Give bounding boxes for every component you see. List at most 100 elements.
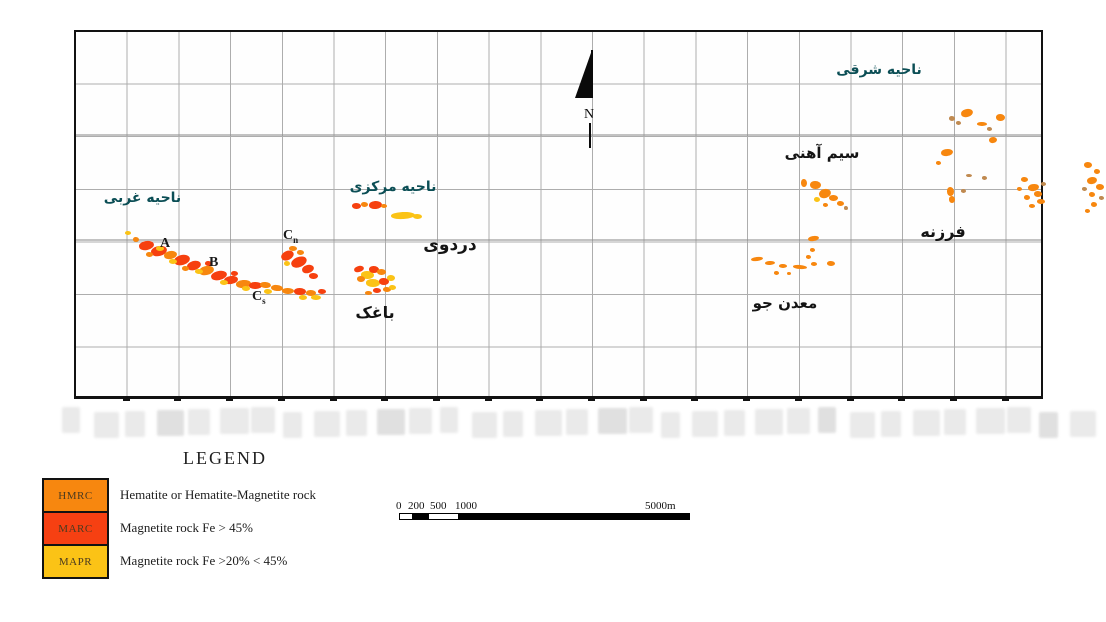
scale-tick-1000: 1000 <box>455 500 477 512</box>
deposit-blob <box>1021 177 1028 182</box>
map-frame <box>74 30 1043 399</box>
deposit-blob <box>169 259 177 264</box>
blurred-text-band <box>314 411 340 437</box>
blurred-text-band <box>408 408 432 434</box>
deposit-blob <box>1037 199 1045 204</box>
deposit-blob <box>365 291 372 295</box>
deposit-blob <box>827 261 835 266</box>
deposit-blob <box>318 289 326 294</box>
deposit-blob <box>829 195 838 201</box>
deposit-blob <box>379 278 389 285</box>
deposit-blob <box>1017 187 1022 191</box>
deposit-blob <box>823 203 828 207</box>
legend-desc-hmrc: Hematite or Hematite-Magnetite rock <box>120 486 317 502</box>
legend-swatches: HMRC MARC MAPR <box>42 478 109 579</box>
blurred-text-band <box>1038 412 1058 438</box>
deposit-blob <box>1099 196 1104 200</box>
deposit-blob <box>1041 182 1046 186</box>
map-border-tick <box>122 398 130 401</box>
blurred-text-band <box>723 410 745 436</box>
blurred-text-band <box>849 412 875 438</box>
blurred-text-band <box>975 408 1005 434</box>
deposit-blob <box>801 179 807 187</box>
blurred-text-band <box>93 412 119 438</box>
deposit-blob <box>284 261 290 266</box>
deposit-blob <box>814 197 820 202</box>
deposit-blob <box>977 122 987 126</box>
deposit-blob <box>1091 202 1097 207</box>
baghak-label: باغک <box>355 303 395 322</box>
deposit-blob <box>361 202 368 207</box>
deposit-blob <box>383 287 391 292</box>
blurred-text-band <box>629 407 653 433</box>
deposit-blob <box>811 262 817 266</box>
deposit-blob <box>125 231 131 235</box>
blurred-text-band <box>1007 407 1031 433</box>
blurred-text-band <box>912 410 940 436</box>
deposit-blob <box>220 280 228 285</box>
deposit-blob <box>982 176 987 180</box>
blurred-text-band <box>566 409 588 435</box>
map-border-tick <box>743 398 751 401</box>
blurred-text-band <box>1070 411 1096 437</box>
grid-major-line <box>76 134 1041 136</box>
deposit-blob <box>294 288 306 295</box>
deposit-blob <box>810 248 815 252</box>
blurred-text-band <box>786 408 810 434</box>
deposit-blob <box>205 261 212 266</box>
scale-bar: 0 200 500 1000 5000m <box>396 500 690 526</box>
blurred-text-band <box>219 408 249 434</box>
deposit-blob <box>377 269 386 275</box>
deposit-blob <box>947 187 954 196</box>
blurred-text-band <box>62 407 80 433</box>
map-border-tick <box>277 398 285 401</box>
deposit-blob <box>259 281 272 289</box>
deposit-blob <box>297 250 304 255</box>
deposit-blob <box>373 288 381 293</box>
deposit-blob <box>282 288 294 294</box>
scale-segment <box>428 514 458 519</box>
map-border-tick <box>226 398 234 401</box>
legend-descriptions: Hematite or Hematite-Magnetite rock Magn… <box>120 478 316 577</box>
deposit-blob <box>1085 209 1090 213</box>
blurred-text-band <box>692 411 718 437</box>
deposit-blob <box>961 189 966 193</box>
deposit-blob <box>1089 192 1095 197</box>
deposit-blob <box>299 295 307 300</box>
deposit-blob <box>264 289 272 294</box>
legend-title: LEGEND <box>183 448 267 468</box>
blurred-text-band <box>597 408 627 434</box>
farzaneh-label: فرزنه <box>920 222 966 241</box>
deposit-blob <box>1096 184 1104 190</box>
deposit-blob <box>387 275 395 281</box>
map-border-tick <box>432 398 440 401</box>
map-border-tick <box>329 398 337 401</box>
deposit-blob <box>1029 204 1035 208</box>
blurred-text-band <box>156 410 184 436</box>
deposit-blob <box>182 266 189 271</box>
deposit-blob <box>133 237 139 242</box>
deposit-blob <box>949 116 955 121</box>
deposit-blob <box>352 203 361 209</box>
sim-ahani-label: سیم آهنی <box>784 144 860 162</box>
blurred-text-band <box>345 410 367 436</box>
north-arrow-icon: N <box>575 50 594 148</box>
legend-desc-marc: Magnetite rock Fe > 45% <box>120 519 253 535</box>
deposit-blob <box>389 285 396 290</box>
deposit-blob <box>806 255 811 259</box>
anomaly-label-a: A <box>160 236 171 251</box>
region-central-label: ناحیه مرکزی <box>349 179 437 195</box>
legend-code: MAPR <box>58 555 93 568</box>
deposit-blob <box>366 279 380 287</box>
scale-tick-200: 200 <box>408 500 425 512</box>
deposit-blob <box>357 276 365 282</box>
deposit-blob <box>844 206 848 210</box>
deposit-blob <box>987 127 992 131</box>
deposit-blob <box>1034 191 1042 197</box>
deposit-blob <box>1094 169 1100 174</box>
scale-tick-5000m: 5000m <box>645 500 676 512</box>
map-border-tick <box>588 398 595 401</box>
deposit-blob <box>309 273 318 279</box>
deposit-blob <box>966 174 972 177</box>
scale-tick-500: 500 <box>430 500 447 512</box>
